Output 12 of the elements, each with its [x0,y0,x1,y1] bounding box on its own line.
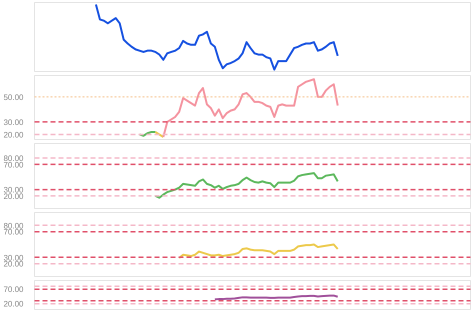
y-tick-label: 30.00 [3,253,24,262]
y-tick-label: 20.00 [3,300,24,309]
y-tick-label: 20.00 [3,260,24,269]
y-tick-label: 50.00 [3,92,24,102]
line-series [178,244,339,259]
line-series [162,78,339,138]
y-tick-label: 80.00 [3,221,24,230]
line-series [154,172,339,199]
y-tick-label: 30.00 [3,118,24,127]
y-tick-label: 70.00 [3,228,24,237]
y-tick-label: 20.00 [3,130,24,140]
y-tick-label: 70.00 [3,285,24,294]
